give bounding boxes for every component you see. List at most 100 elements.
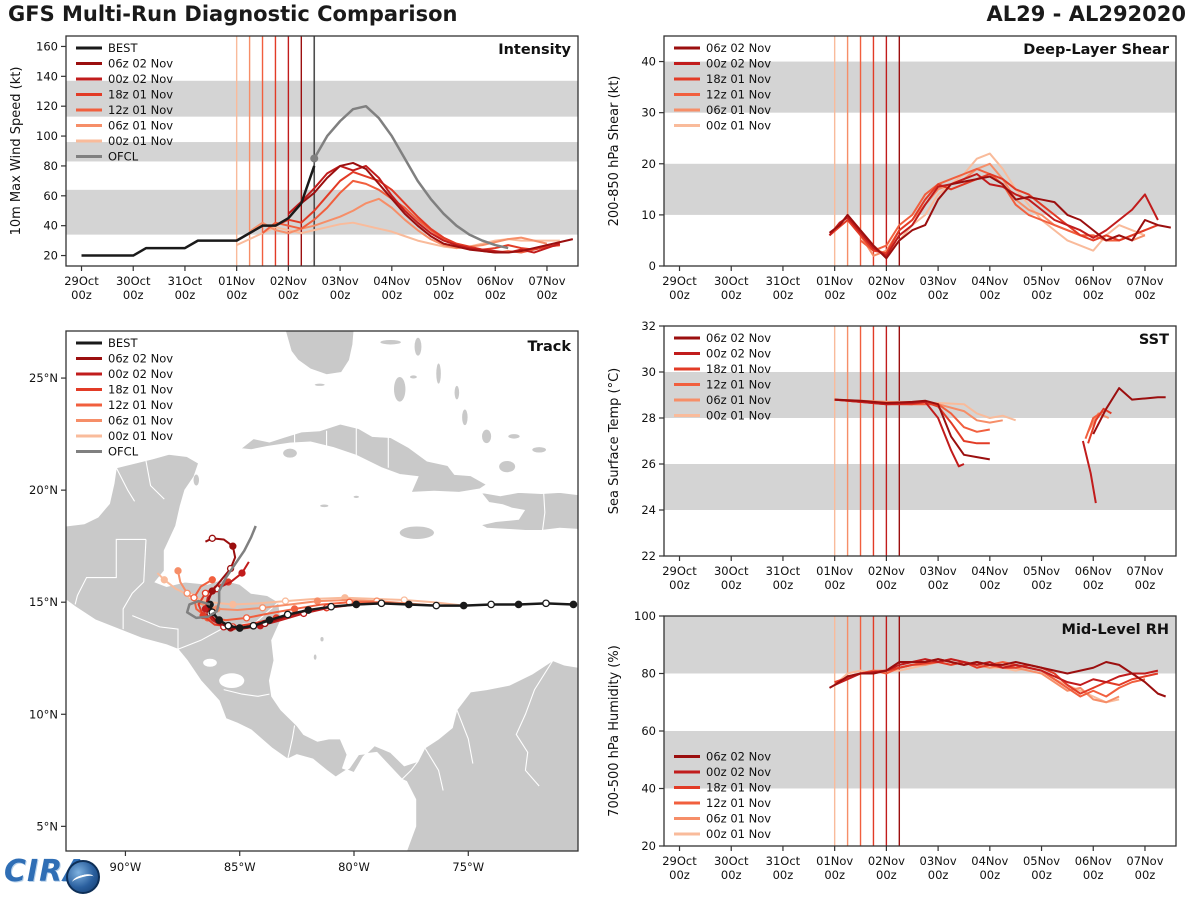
land-island [399, 526, 434, 539]
svg-text:30: 30 [641, 106, 656, 120]
series-06z 02 Nov [1092, 387, 1166, 435]
svg-text:00z: 00z [1083, 578, 1104, 592]
land-florida [284, 331, 355, 376]
legend-label: 06z 02 Nov [706, 750, 771, 764]
svg-text:00z: 00z [71, 288, 92, 302]
svg-text:00z: 00z [824, 868, 845, 882]
y-axis-label: Sea Surface Temp (°C) [607, 368, 622, 515]
svg-text:90°W: 90°W [110, 860, 142, 874]
series-06z 02 Nov [829, 658, 1167, 698]
track-panel: 25°N 20°N 15°N 10°N 5°N 90°W 85°W 80°W 75°W Track… [4, 325, 596, 891]
svg-text:00z: 00z [1083, 288, 1104, 302]
svg-text:5°N: 5°N [36, 819, 58, 833]
land-island [320, 636, 324, 642]
y-axis-label: 10m Max Wind Speed (kt) [9, 67, 24, 236]
svg-text:31Oct: 31Oct [766, 564, 801, 578]
lake [219, 673, 245, 689]
land-island [410, 375, 417, 379]
svg-text:07Nov: 07Nov [1126, 854, 1163, 868]
admin-border [223, 689, 270, 697]
svg-text:40: 40 [641, 782, 656, 796]
svg-text:00z: 00z [876, 578, 897, 592]
track-fix-dot [327, 602, 335, 611]
legend-label: 06z 02 Nov [108, 352, 173, 366]
admin-border [542, 493, 546, 531]
svg-text:29Oct: 29Oct [662, 274, 697, 288]
svg-text:100: 100 [36, 129, 58, 143]
track-00z 01 Nov [156, 572, 464, 607]
svg-text:10°N: 10°N [29, 707, 58, 721]
svg-text:80: 80 [641, 667, 656, 681]
svg-text:00z: 00z [1031, 288, 1052, 302]
svg-text:01Nov: 01Nov [218, 274, 255, 288]
legend-label: 06z 01 Nov [706, 393, 771, 407]
track-fix-dot [487, 600, 495, 609]
track-fix-dot [208, 534, 216, 542]
svg-text:00z: 00z [979, 868, 1000, 882]
track-fix-dot [281, 597, 290, 605]
svg-text:00z: 00z [824, 578, 845, 592]
svg-text:04Nov: 04Nov [373, 274, 410, 288]
panel-title: Intensity [498, 42, 571, 58]
svg-text:30Oct: 30Oct [714, 564, 749, 578]
track-fix-dot [304, 606, 313, 614]
land-island [532, 447, 547, 453]
land-island [353, 495, 360, 498]
svg-text:07Nov: 07Nov [1126, 274, 1163, 288]
svg-text:10: 10 [641, 208, 656, 222]
svg-text:05Nov: 05Nov [1023, 274, 1060, 288]
legend-label: 12z 01 Nov [706, 796, 771, 810]
svg-text:0: 0 [649, 259, 656, 273]
series-BEST [81, 165, 316, 257]
svg-text:20: 20 [43, 249, 58, 263]
track-map: 25°N 20°N 15°N 10°N 5°N 90°W 85°W 80°W 75°W Track… [29, 330, 579, 874]
legend-label: 06z 01 Nov [108, 119, 173, 133]
y-axis-label: 700-500 hPa Humidity (%) [607, 645, 622, 817]
legend-label: 06z 02 Nov [706, 331, 771, 345]
svg-text:31Oct: 31Oct [766, 854, 801, 868]
svg-text:07Nov: 07Nov [528, 274, 565, 288]
track-fix-dot [183, 589, 191, 597]
svg-text:24: 24 [641, 503, 656, 517]
series-06z 02 Nov [834, 398, 990, 461]
panel-title: Track [528, 339, 572, 355]
rh-chart: 2040608010029Oct00z30Oct00z31Oct00z01Nov… [607, 609, 1177, 882]
header: GFS Multi-Run Diagnostic Comparison AL29… [0, 0, 1200, 28]
plot-frame [663, 35, 1177, 267]
svg-text:00z: 00z [773, 578, 794, 592]
cira-globe-icon [66, 860, 100, 894]
legend-label: 00z 01 Nov [706, 409, 771, 423]
track-fix-dot [201, 589, 210, 597]
svg-text:20: 20 [641, 839, 656, 853]
svg-text:40: 40 [641, 55, 656, 69]
svg-text:00z: 00z [1135, 578, 1156, 592]
svg-text:03Nov: 03Nov [920, 564, 957, 578]
track-fix-dot [514, 600, 523, 609]
legend-label: OFCL [108, 150, 139, 164]
svg-text:04Nov: 04Nov [971, 854, 1008, 868]
svg-text:15°N: 15°N [29, 595, 58, 609]
svg-text:00z: 00z [1135, 288, 1156, 302]
track-fix-dot [160, 576, 168, 584]
svg-text:01Nov: 01Nov [816, 274, 853, 288]
legend-label: 18z 01 Nov [706, 362, 771, 376]
svg-text:00z: 00z [979, 578, 1000, 592]
svg-text:00z: 00z [979, 288, 1000, 302]
intensity-panel: 20 40 60 80 100 120 140 160 29Oct 00z 30Oct 00z 31Oc… [4, 28, 596, 320]
legend-label: BEST [108, 336, 138, 350]
svg-text:31Oct: 31Oct [766, 274, 801, 288]
svg-text:06Nov: 06Nov [477, 274, 514, 288]
panel-title: SST [1139, 332, 1169, 348]
shear-panel: 0 10 20 30 40 29Oct 00z 30Oct 00z 31Oct 00z 01Nov 00… [602, 28, 1194, 320]
svg-text:75°W: 75°W [452, 860, 484, 874]
admin-border [115, 467, 136, 502]
land-island [314, 383, 325, 386]
svg-text:00z: 00z [1083, 868, 1104, 882]
land-island [193, 474, 200, 486]
svg-text:00z: 00z [433, 288, 454, 302]
svg-text:40: 40 [43, 219, 58, 233]
ofcl-start-dot [310, 154, 319, 163]
